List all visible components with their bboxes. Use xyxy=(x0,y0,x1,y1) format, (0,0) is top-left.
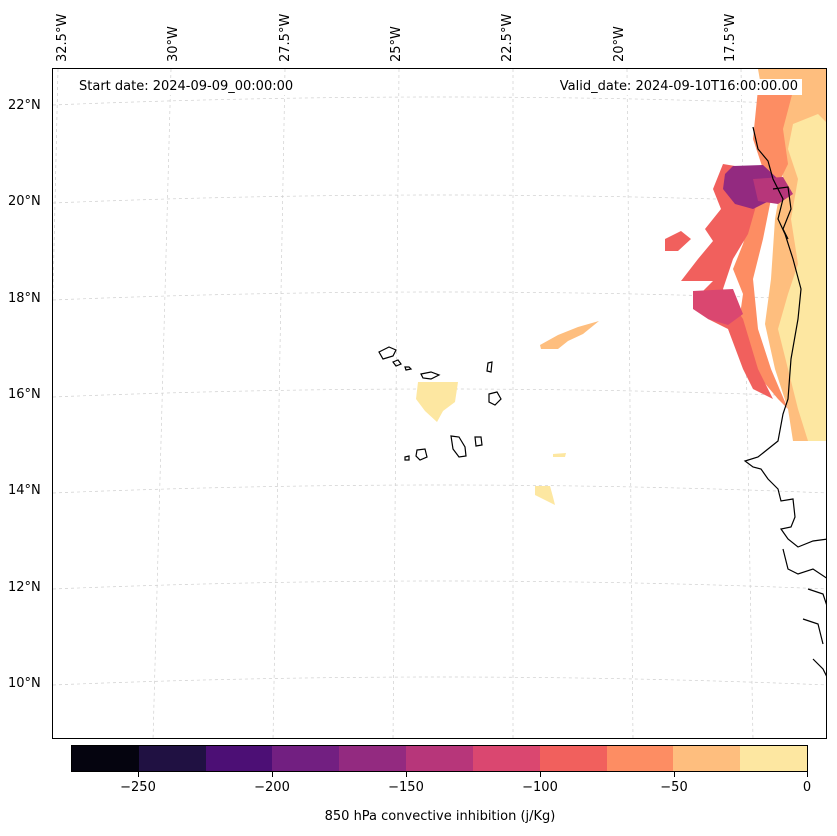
colorbar-tick xyxy=(272,772,273,777)
map-canvas[interactable] xyxy=(53,69,827,739)
island-boa-vista xyxy=(488,391,502,406)
colorbar-tick xyxy=(406,772,407,777)
island-santiago xyxy=(450,435,467,458)
island-fogo xyxy=(415,448,428,461)
colorbar-tick xyxy=(807,772,808,777)
longitude-tick-label: 30°W xyxy=(166,26,181,62)
meridian-line xyxy=(392,69,400,738)
latitude-tick-label: 20°N xyxy=(8,194,41,209)
colorbar xyxy=(71,745,808,772)
colorbar-title: 850 hPa convective inhibition (j/Kg) xyxy=(324,809,556,824)
map-frame[interactable]: Start date: 2024-09-09_00:00:00 Valid_da… xyxy=(52,68,827,739)
island-santo-antao xyxy=(378,346,397,360)
colorbar-tick xyxy=(540,772,541,777)
parallel-line xyxy=(53,291,826,301)
colorbar-tick xyxy=(138,772,139,777)
cin-region-minus25-to-0 xyxy=(535,486,555,505)
parallel-line xyxy=(53,194,826,204)
parallel-line xyxy=(53,484,826,494)
colorbar-swatch xyxy=(272,746,340,771)
cin-region-minus125-to-minus100 xyxy=(753,177,793,204)
island-maio xyxy=(474,436,483,447)
colorbar-swatch xyxy=(673,746,741,771)
cin-region-minus100-to-minus75 xyxy=(665,231,691,251)
banc-arguin-coast xyxy=(772,186,792,240)
parallel-line xyxy=(53,96,826,106)
valid-date-label: Valid_date: 2024-09-10T16:00:00.00 xyxy=(555,79,802,95)
parallel-line xyxy=(53,676,826,686)
colorbar-swatch xyxy=(339,746,407,771)
parallel-line xyxy=(53,580,826,590)
longitude-tick-label: 17.5°W xyxy=(723,13,738,62)
cin-region-minus50-to-0 xyxy=(540,321,599,349)
cin-contours xyxy=(416,69,826,505)
colorbar-tick-label: −200 xyxy=(254,780,290,795)
cin-region-minus125-to-minus100 xyxy=(693,289,743,325)
colorbar-swatch xyxy=(472,746,540,771)
meridian-line xyxy=(626,69,634,738)
graticule xyxy=(53,69,826,738)
island-brava xyxy=(404,455,410,461)
latitude-tick-label: 16°N xyxy=(8,387,41,402)
cin-region-minus25-to-0 xyxy=(553,453,566,457)
meridian-line xyxy=(272,69,286,738)
island-sao-nicolau xyxy=(420,371,441,380)
island-sao-vicente xyxy=(392,359,402,367)
latitude-tick-label: 10°N xyxy=(8,676,41,691)
latitude-tick-label: 12°N xyxy=(8,580,41,595)
colorbar-tick-label: 0 xyxy=(802,780,812,795)
cin-region-minus75-to-minus50 xyxy=(733,89,793,409)
island-santa-luzia xyxy=(404,366,413,371)
longitude-tick-label: 22.5°W xyxy=(500,13,515,62)
cin-region-minus100-to-minus75 xyxy=(681,164,773,399)
colorbar-swatch xyxy=(72,746,139,771)
colorbar-swatch xyxy=(740,746,807,771)
start-date-label: Start date: 2024-09-09_00:00:00 xyxy=(75,79,298,95)
meridian-line xyxy=(53,69,59,309)
meridian-line xyxy=(740,69,754,738)
cin-region-minus25-to-0 xyxy=(778,114,826,441)
latitude-tick-label: 18°N xyxy=(8,291,41,306)
africa-coastline xyxy=(743,126,826,677)
meridian-line xyxy=(152,69,172,738)
colorbar-swatch xyxy=(539,746,607,771)
parallel-line xyxy=(53,388,826,398)
coastlines xyxy=(378,126,826,677)
island-sal xyxy=(486,361,493,373)
latitude-tick-label: 14°N xyxy=(8,483,41,498)
colorbar-swatch xyxy=(205,746,273,771)
colorbar-tick xyxy=(674,772,675,777)
longitude-tick-label: 25°W xyxy=(389,26,404,62)
colorbar-swatch xyxy=(138,746,206,771)
latitude-tick-label: 22°N xyxy=(8,98,41,113)
colorbar-tick-label: −250 xyxy=(120,780,156,795)
colorbar-swatch xyxy=(606,746,674,771)
longitude-tick-label: 20°W xyxy=(612,26,627,62)
colorbar-tick-label: −100 xyxy=(522,780,558,795)
longitude-tick-label: 32.5°W xyxy=(55,13,70,62)
colorbar-swatch xyxy=(406,746,473,771)
cin-region-minus25-to-0 xyxy=(416,382,458,422)
colorbar-tick-label: −150 xyxy=(388,780,424,795)
colorbar-tick-label: −50 xyxy=(660,780,688,795)
longitude-tick-label: 27.5°W xyxy=(278,13,293,62)
